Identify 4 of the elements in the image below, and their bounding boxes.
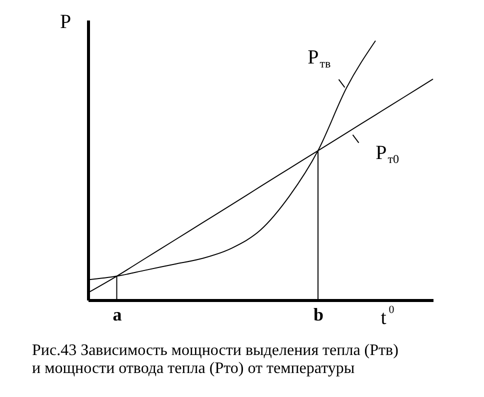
y-axis-title: P [60, 11, 72, 33]
text: Рис.43 Зависимость мощности выделения тепла (Pтв) и мощности отвода тепла (Pто) от температуры [32, 342, 398, 377]
x-tick-label: b [313, 304, 324, 324]
x-tick-label: a [112, 304, 122, 324]
